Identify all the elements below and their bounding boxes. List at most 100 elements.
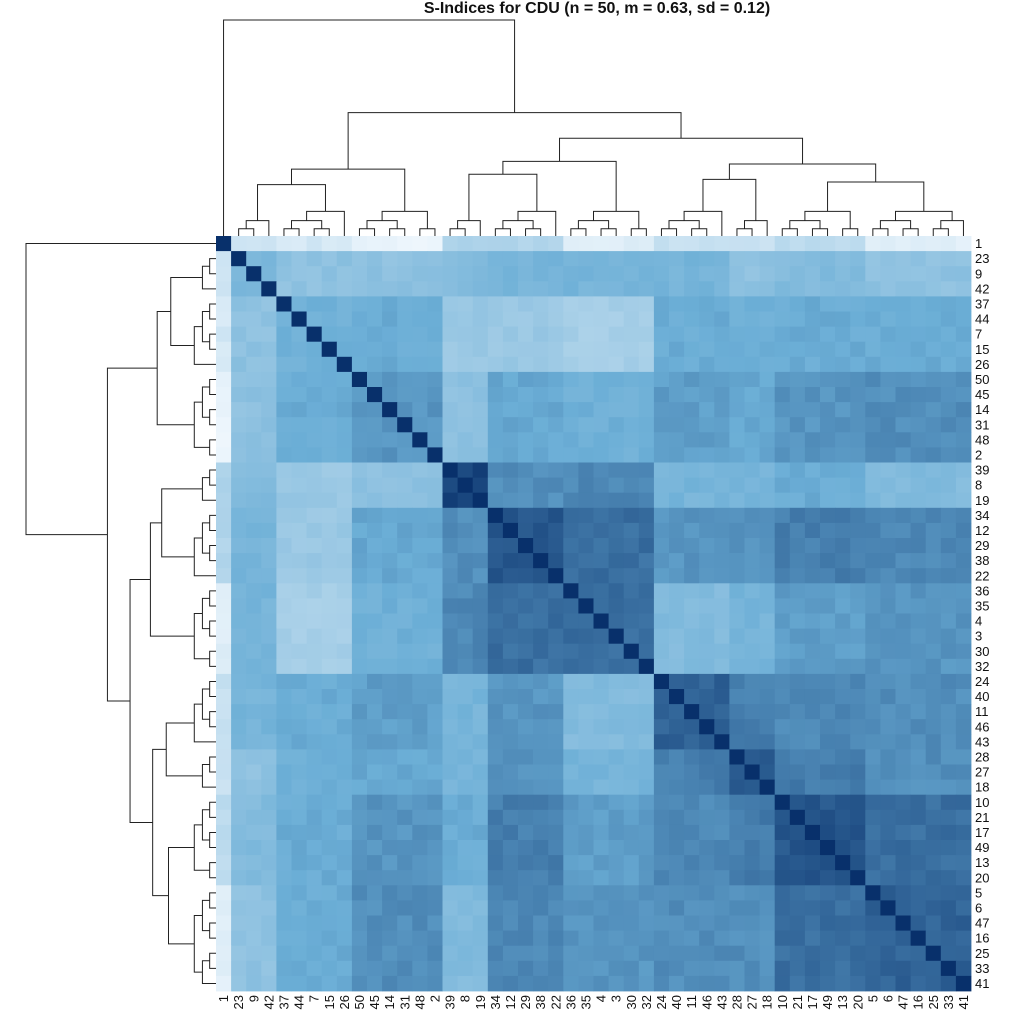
heatmap-cell [321,477,338,494]
heatmap-cell [684,311,700,327]
heatmap-cell [608,749,625,765]
heatmap-cell [291,598,307,614]
heatmap-cell [261,840,277,856]
heatmap-cell [684,371,700,388]
heatmap-cell [638,266,655,282]
heatmap-cell [367,975,383,992]
heatmap-cell [472,387,489,403]
heatmap-cell [442,779,458,796]
heatmap-cell [578,915,594,931]
row-label: 27 [975,765,989,780]
heatmap-cell [578,251,594,267]
heatmap-cell [653,945,670,962]
heatmap-cell [472,251,489,267]
heatmap-cell [653,553,670,569]
column-label: 48 [412,995,427,1009]
heatmap-cell [789,734,806,750]
heatmap-cell [623,658,640,675]
heatmap-cell [638,749,655,765]
heatmap-cell [261,764,277,780]
heatmap-cell [699,447,715,463]
heatmap-cell [457,643,474,660]
heatmap-cell [533,673,549,690]
heatmap-cell [216,915,232,931]
heatmap-cell [880,296,896,312]
heatmap-cell [306,779,323,796]
row-label: 37 [975,296,989,311]
heatmap-cell [714,809,730,826]
heatmap-cell [744,326,760,343]
heatmap-cell [412,643,428,660]
heatmap-cell [246,960,262,977]
heatmap-cell [427,870,443,886]
heatmap-cell [669,764,685,780]
heatmap-cell [472,568,489,584]
heatmap-cell [653,794,670,811]
chart-title: S-Indices for CDU (n = 50, m = 0.63, sd … [423,0,771,17]
heatmap-cell [744,824,760,841]
heatmap-cell [442,719,458,735]
heatmap-cell [563,764,579,780]
heatmap-cell [246,734,262,750]
heatmap-cell [336,326,353,343]
heatmap-cell [563,628,579,645]
heatmap-cell [865,719,881,735]
heatmap-cell [910,643,927,660]
heatmap-cell [533,628,549,645]
heatmap-cell [940,568,957,584]
heatmap-cell [623,598,640,614]
heatmap-cell [895,749,911,765]
heatmap-cell [397,975,413,992]
heatmap-cell [336,477,353,494]
heatmap-cell [955,749,972,765]
heatmap-cell [804,598,821,614]
heatmap-cell [729,643,745,660]
heatmap-cell [306,462,323,478]
heatmap-cell [231,704,247,720]
heatmap-cell [895,960,911,977]
heatmap-cell [382,734,398,750]
heatmap-cell [699,432,715,448]
heatmap-cell [397,960,413,977]
heatmap-cell [910,417,927,433]
heatmap-cell [412,356,428,373]
heatmap-cell [684,870,700,886]
heatmap-cell [804,658,821,675]
heatmap-cell [291,417,307,433]
heatmap-cell [699,522,715,539]
heatmap-cell [714,507,730,524]
row-label: 26 [975,357,989,372]
heatmap-cell [804,583,821,599]
heatmap-cell [759,568,776,584]
heatmap-cell [548,462,564,478]
heatmap-cell [638,764,655,780]
heatmap-cell [669,809,685,826]
heatmap-cell [895,824,911,841]
heatmap-cell [533,824,549,841]
heatmap-cell [502,538,519,554]
heatmap-cell [563,387,579,403]
heatmap-cell [653,673,670,690]
heatmap-cell [321,311,338,327]
heatmap-cell [457,281,474,297]
heatmap-cell [487,432,504,448]
heatmap-cell [261,643,277,660]
heatmap-cell [593,734,609,750]
heatmap-cell [910,568,927,584]
heatmap-cell [291,432,307,448]
heatmap-cell [382,417,398,433]
heatmap-cell [487,870,504,886]
heatmap-cell [216,568,232,584]
heatmap-cell [306,583,323,599]
heatmap-cell [351,689,368,705]
heatmap-cell [804,326,821,343]
heatmap-cell [427,794,443,811]
dendrogram-branch [209,922,216,939]
heatmap-cell [638,568,655,584]
heatmap-cell [231,643,247,660]
heatmap-cell [276,477,292,494]
column-label: 33 [941,995,956,1009]
dendrogram-branch [468,173,538,221]
heatmap-cell [276,900,292,916]
heatmap-cell [291,583,307,599]
